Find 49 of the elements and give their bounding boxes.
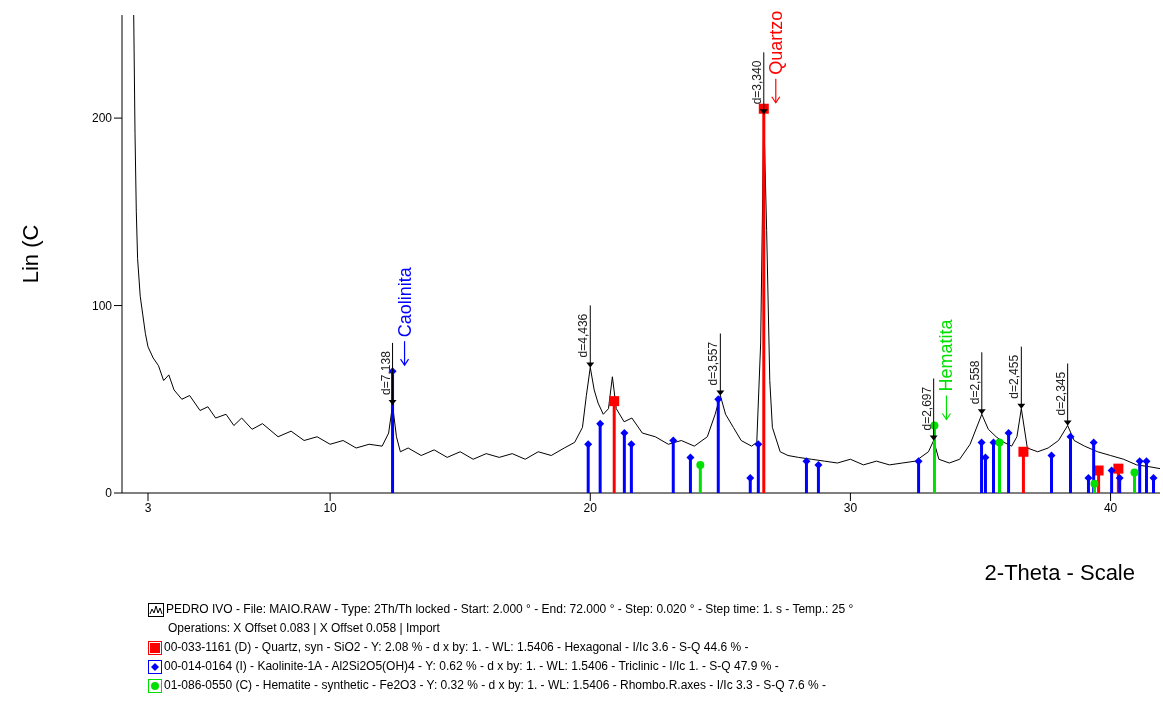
point	[1115, 474, 1124, 482]
annotation: d=3,557	[706, 341, 721, 386]
annotation: d=2,697	[919, 386, 934, 431]
point	[1066, 432, 1075, 441]
text: Quartzo	[765, 10, 786, 75]
point	[1018, 446, 1029, 457]
point	[596, 419, 605, 428]
point	[1130, 468, 1139, 477]
y-axis-title: Lin (C	[17, 224, 43, 284]
point	[746, 474, 755, 482]
point	[754, 440, 763, 449]
point	[814, 460, 823, 469]
annotation: d=2,455	[1007, 354, 1022, 399]
annotation: d=2,345	[1053, 371, 1068, 416]
point	[609, 396, 620, 407]
annotation: d=4,436	[576, 313, 591, 358]
point	[1089, 438, 1098, 447]
point	[1149, 474, 1158, 482]
point	[1084, 474, 1093, 482]
point	[669, 436, 678, 445]
annotation: d=3,340	[749, 60, 764, 105]
text: 00-014-0164 (I) - Kaolinite-1A - Al2Si2O5(OH)4 - Y: 0.62 % - d x by: 1. - WL: 1.5406 - Triclinic - I/Ic 1. - S-Q 47.9 % -	[164, 658, 779, 675]
point	[627, 440, 636, 449]
point	[1113, 463, 1124, 474]
x-tick-label: 40	[1103, 500, 1118, 515]
x-tick-label: 10	[323, 500, 338, 515]
x-tick-label: 30	[843, 500, 858, 515]
point	[714, 395, 723, 404]
x-axis-title: 2-Theta - Scale	[984, 560, 1135, 586]
x-tick-label: 20	[583, 500, 598, 515]
point	[1107, 466, 1116, 475]
text: 01-086-0550 (C) - Hematite - synthetic - Fe2O3 - Y: 0.32 % - d x by: 1. - WL: 1.5406 - Rhombo.R.axes - I/Ic 3.3 - S-Q 7.6 % -	[164, 677, 827, 694]
annotation: d=7,138	[378, 350, 393, 395]
y-tick-label: 200	[91, 111, 113, 126]
text: PEDRO IVO - File: MAIO.RAW - Type: 2Th/Th locked - Start: 2.000 ° - End: 72.000 ° - Step: 0.020 ° - Step time: 1. s - Temp.: 25 °	[166, 601, 854, 618]
text: 00-033-1161 (D) - Quartz, syn - SiO2 - Y: 2.08 % - d x by: 1. - WL: 1.5406 - Hexagonal - I/Ic 3.6 - S-Q 44.6 % -	[164, 639, 749, 656]
point	[1135, 457, 1144, 466]
annotation: d=2,558	[967, 360, 982, 405]
text: Caolinita	[394, 266, 415, 338]
point	[696, 460, 705, 469]
x-tick-label: 3	[144, 500, 152, 515]
point	[686, 453, 695, 462]
y-tick-label: 0	[105, 486, 113, 501]
point	[584, 440, 593, 449]
point	[1090, 479, 1099, 488]
text: Hematita	[936, 318, 957, 392]
y-tick-label: 100	[91, 298, 113, 313]
point	[995, 438, 1004, 447]
text: Operations: X Offset 0.083 | X Offset 0.058 | Import	[168, 620, 440, 637]
